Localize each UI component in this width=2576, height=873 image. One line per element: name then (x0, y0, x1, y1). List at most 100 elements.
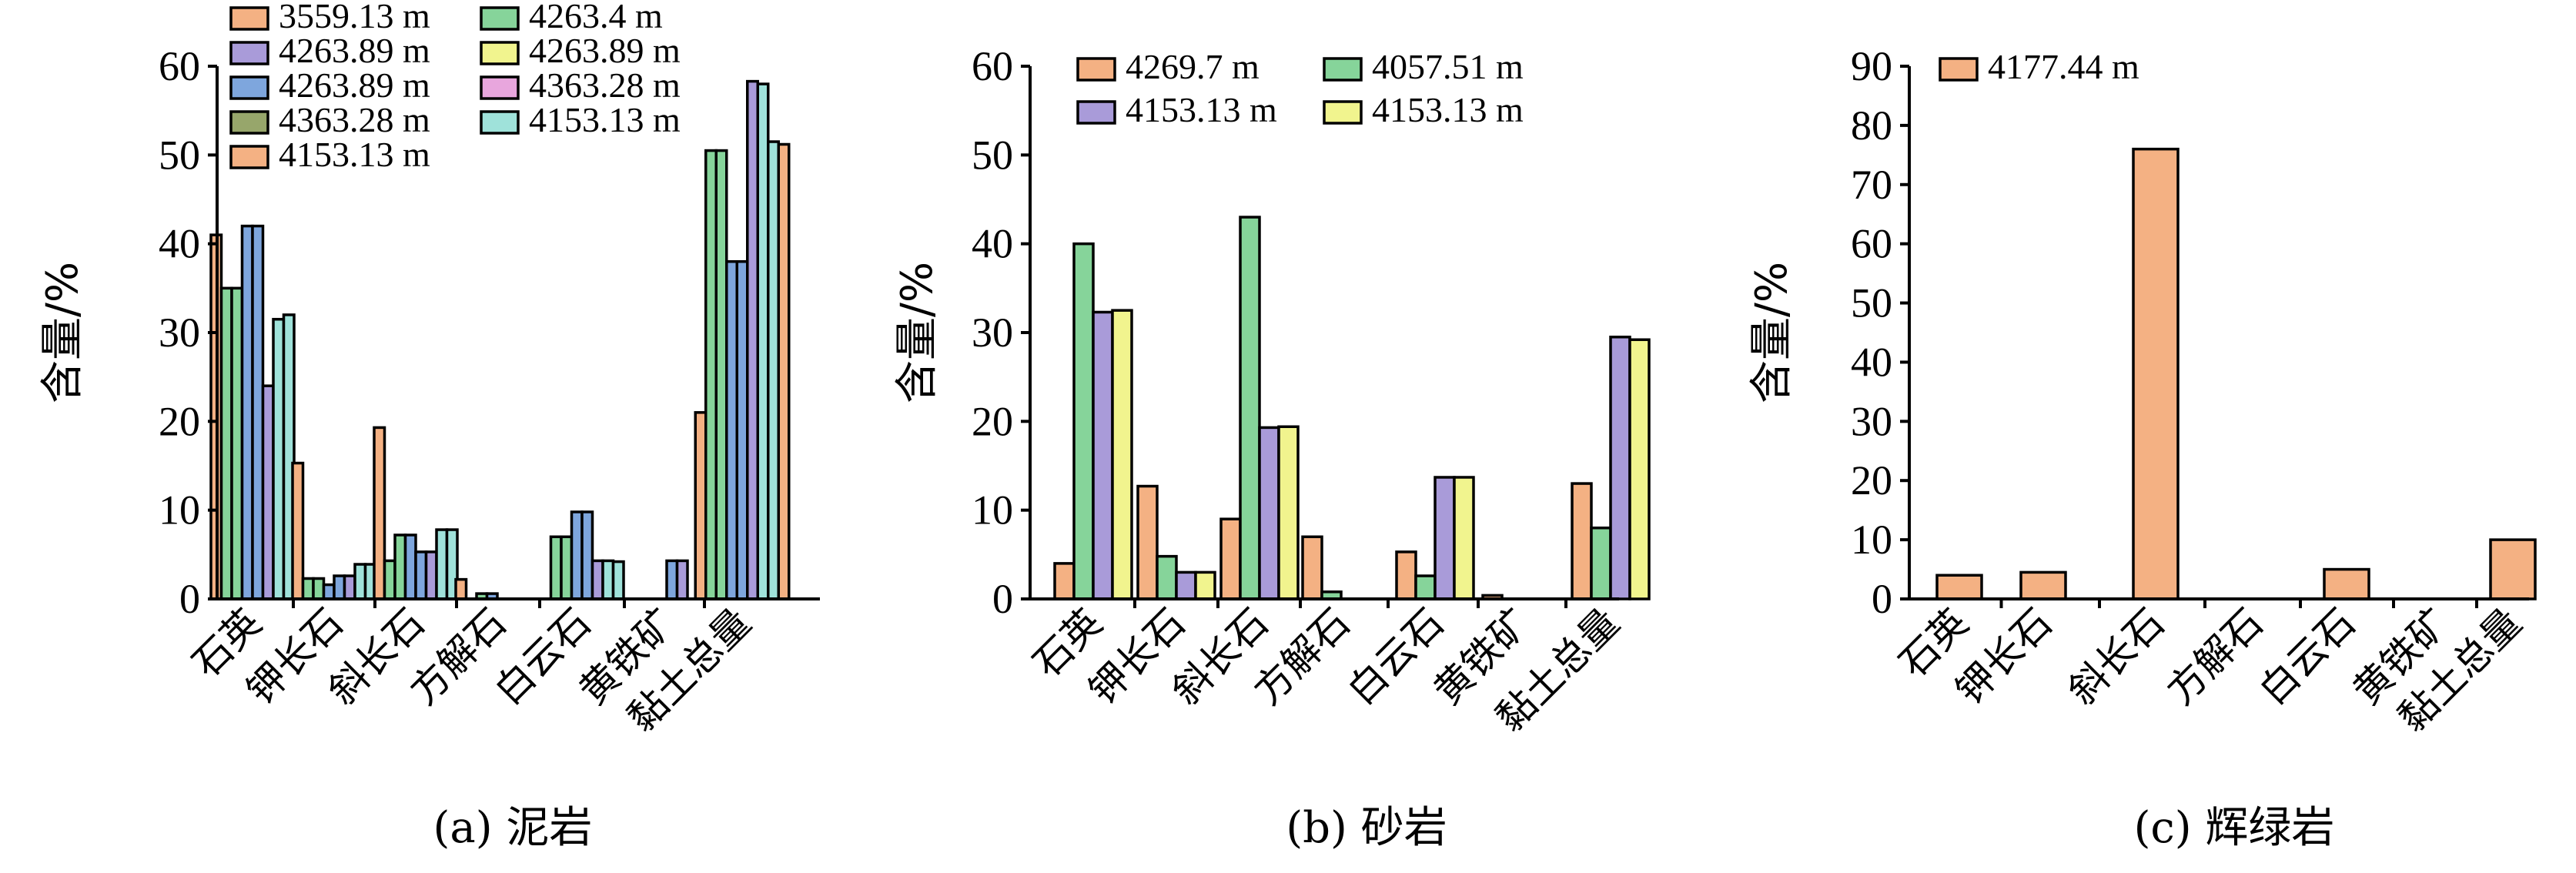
bar-白云石-5 (590, 559, 604, 600)
bar-斜长石-6 (435, 528, 449, 600)
x-tick-label: 白云石 (2250, 600, 2364, 713)
legend-swatch (229, 6, 269, 31)
panel-a-mudstone: 0102030405060石英钾长石斜长石方解石白云石黄铁矿黏土总量含量/%(a… (38, 0, 820, 853)
x-tick-label: 白云石 (486, 600, 599, 713)
legend-swatch (1323, 57, 1363, 82)
bar-黏土总量-3 (725, 259, 738, 600)
y-tick-label: 50 (159, 132, 200, 178)
bar-斜长石-1 (383, 559, 396, 600)
bar-黄铁矿-5 (675, 559, 689, 600)
y-tick-label: 20 (1851, 457, 1892, 503)
bar-石英-4269.7 m (1053, 562, 1076, 600)
bar-钾长石-4 (333, 574, 346, 600)
bar-白云石-1 (549, 535, 563, 600)
bar-黏土总量-4 (735, 259, 749, 600)
y-tick-label: 20 (972, 398, 1013, 444)
bar-钾长石-4269.7 m (1136, 484, 1159, 600)
bar-黏土总量-2 (714, 149, 728, 600)
bar-石英-6 (272, 317, 286, 600)
y-tick-label: 50 (1851, 280, 1892, 326)
y-tick-label: 0 (1872, 576, 1892, 622)
bar-斜长石-5 (424, 550, 438, 600)
bar-斜长石-4153.13 m (1258, 426, 1280, 600)
bar-黏土总量-7 (767, 140, 780, 600)
bar-黏土总量-4177.44 m (2489, 538, 2537, 600)
legend-entry: 4153.13 m (279, 135, 430, 174)
legend-swatch (1939, 57, 1979, 82)
bar-石英-1 (219, 286, 233, 600)
legend-entry: 4363.28 m (529, 65, 681, 105)
bar-斜长石-4 (414, 550, 428, 600)
legend-swatch (229, 145, 269, 169)
bar-白云石-6 (601, 559, 615, 600)
x-tick-label: 钾长石 (1947, 600, 2060, 713)
bar-白云石-2 (560, 535, 574, 600)
legend-swatch (480, 110, 520, 135)
bar-黏土总量-4057.51 m (1590, 526, 1612, 600)
bar-斜长石-4269.7 m (1219, 517, 1242, 600)
legend-swatch (480, 6, 520, 31)
y-tick-label: 30 (1851, 398, 1892, 444)
legend-entry: 4269.7 m (1126, 47, 1260, 86)
bar-斜长石-3 (403, 534, 417, 600)
bar-白云石-4153.13 m (1453, 476, 1475, 600)
y-tick-label: 60 (159, 43, 200, 89)
y-tick-label: 10 (972, 487, 1013, 534)
bar-石英-4153.13 m (1111, 309, 1133, 600)
bar-白云石-7 (611, 560, 625, 600)
y-tick-label: 20 (159, 398, 200, 444)
legend-entry: 3559.13 m (279, 0, 430, 35)
legend-entry: 4263.89 m (529, 31, 681, 70)
bar-黏土总量-4153.13 m (1628, 338, 1651, 600)
bar-白云石-3 (570, 510, 584, 600)
legend-swatch (480, 41, 520, 65)
bar-斜长石-0 (373, 426, 386, 600)
bar-石英-4177.44 m (1935, 574, 1983, 600)
x-tick-label: 白云石 (1339, 600, 1452, 713)
bar-钾长石-3 (322, 583, 336, 600)
bar-石英-3 (240, 224, 254, 600)
legend-swatch (1076, 100, 1116, 125)
bar-石英-4057.51 m (1072, 242, 1095, 600)
bar-斜长石-2 (393, 534, 407, 600)
bar-黄铁矿-4 (665, 559, 679, 600)
legend-entry: 4153.13 m (529, 100, 681, 139)
panel-caption: (a) 泥岩 (433, 803, 593, 853)
bar-钾长石-4057.51 m (1156, 554, 1178, 600)
y-tick-label: 60 (972, 43, 1013, 89)
y-tick-label: 0 (992, 576, 1013, 622)
y-tick-label: 40 (159, 221, 200, 267)
bar-钾长石-4153.13 m (1175, 570, 1197, 600)
y-tick-label: 60 (1851, 221, 1892, 267)
bar-黏土总量-0 (694, 411, 708, 600)
y-tick-label: 40 (972, 221, 1013, 267)
bar-石英-4 (251, 224, 265, 600)
bar-黏土总量-5 (746, 79, 759, 600)
legend-entry: 4177.44 m (1988, 47, 2139, 86)
x-tick-label: 斜长石 (2059, 600, 2173, 713)
legend-entry: 4153.13 m (1372, 90, 1524, 129)
legend-swatch (229, 75, 269, 100)
y-axis-label: 含量/% (38, 262, 88, 403)
bar-黏土总量-8 (777, 142, 791, 600)
bar-白云石-4 (580, 510, 594, 600)
bar-石英-4153.13 m (1092, 310, 1114, 600)
legend-entry: 4263.89 m (279, 31, 430, 70)
bar-白云石-4177.44 m (2323, 567, 2370, 600)
bar-钾长石-4153.13 m (1194, 570, 1216, 600)
panel-caption: (c) 辉绿岩 (2134, 803, 2335, 853)
bars (1935, 147, 2537, 600)
bar-黏土总量-1 (704, 149, 718, 600)
bar-钾长石-4177.44 m (2019, 570, 2067, 600)
y-tick-label: 70 (1851, 162, 1892, 208)
y-tick-label: 30 (159, 309, 200, 356)
legend-swatch (480, 75, 520, 100)
panel-b-sandstone: 0102030405060石英钾长石斜长石方解石白云石黄铁矿黏土总量含量/%(b… (892, 43, 1651, 853)
x-tick-label: 钾长石 (1080, 600, 1193, 713)
bar-黏土总量-4153.13 m (1609, 336, 1631, 600)
bars (1053, 216, 1651, 600)
x-tick-label: 方解石 (2158, 600, 2271, 713)
legend-swatch (1323, 100, 1363, 125)
